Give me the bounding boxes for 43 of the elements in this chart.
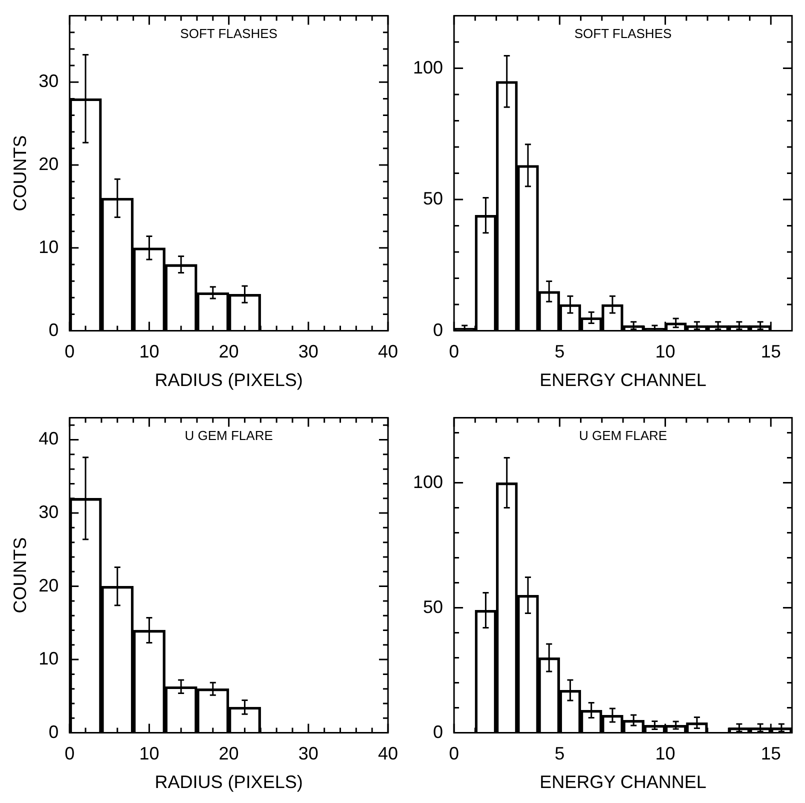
x-tick-label: 5 <box>554 342 565 362</box>
x-tick-label: 5 <box>554 744 565 764</box>
y-tick-label: 0 <box>433 722 444 742</box>
x-axis-title: ENERGY CHANNEL <box>540 772 706 792</box>
x-tick-label: 10 <box>139 342 160 362</box>
y-tick-label: 10 <box>38 648 59 669</box>
x-tick-label: 0 <box>449 342 460 362</box>
x-axis-title: RADIUS (PIXELS) <box>154 772 303 792</box>
x-tick-label: 30 <box>298 342 318 362</box>
y-tick-label: 100 <box>412 57 444 78</box>
x-tick-label: 20 <box>218 744 239 764</box>
y-axis-title: COUNTS <box>10 135 30 212</box>
x-tick-label: 30 <box>298 744 318 764</box>
y-tick-label: 0 <box>48 722 59 742</box>
text: SOFT FLASHES <box>574 26 672 41</box>
x-axis-title: ENERGY CHANNEL <box>540 370 706 390</box>
y-tick-label: 40 <box>38 428 59 449</box>
y-tick-label: 30 <box>38 71 59 92</box>
x-tick-label: 15 <box>760 744 781 764</box>
x-tick-label: 15 <box>760 342 781 362</box>
y-tick-label: 50 <box>423 596 444 617</box>
y-tick-label: 20 <box>38 575 59 596</box>
y-tick-label: 50 <box>423 188 444 209</box>
y-tick-label: 100 <box>412 472 444 492</box>
y-tick-label: 20 <box>38 154 59 174</box>
y-tick-label: 30 <box>38 502 59 522</box>
x-axis-title: RADIUS (PIXELS) <box>154 370 303 390</box>
x-tick-label: 20 <box>218 342 239 362</box>
x-tick-label: 40 <box>378 744 398 764</box>
y-axis-title: COUNTS <box>10 537 30 614</box>
text: SOFT FLASHES <box>180 26 278 41</box>
x-tick-label: 0 <box>64 744 75 764</box>
x-tick-label: 10 <box>655 744 676 764</box>
y-tick-label: 0 <box>433 320 444 340</box>
text: U GEM FLARE <box>184 428 274 443</box>
x-tick-label: 40 <box>378 342 398 362</box>
x-tick-label: 10 <box>139 744 160 764</box>
text: U GEM FLARE <box>578 428 668 443</box>
y-tick-label: 0 <box>48 320 59 340</box>
x-tick-label: 10 <box>655 342 676 362</box>
x-tick-label: 0 <box>449 744 460 764</box>
x-tick-label: 0 <box>64 342 75 362</box>
y-tick-label: 10 <box>38 236 59 257</box>
